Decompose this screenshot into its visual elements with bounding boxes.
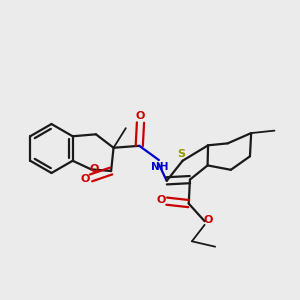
Text: S: S [177, 149, 185, 159]
Text: NH: NH [151, 162, 169, 172]
Text: O: O [81, 174, 90, 184]
Text: O: O [156, 195, 166, 205]
Text: O: O [136, 111, 145, 121]
Text: O: O [204, 215, 213, 225]
Text: O: O [89, 164, 99, 174]
